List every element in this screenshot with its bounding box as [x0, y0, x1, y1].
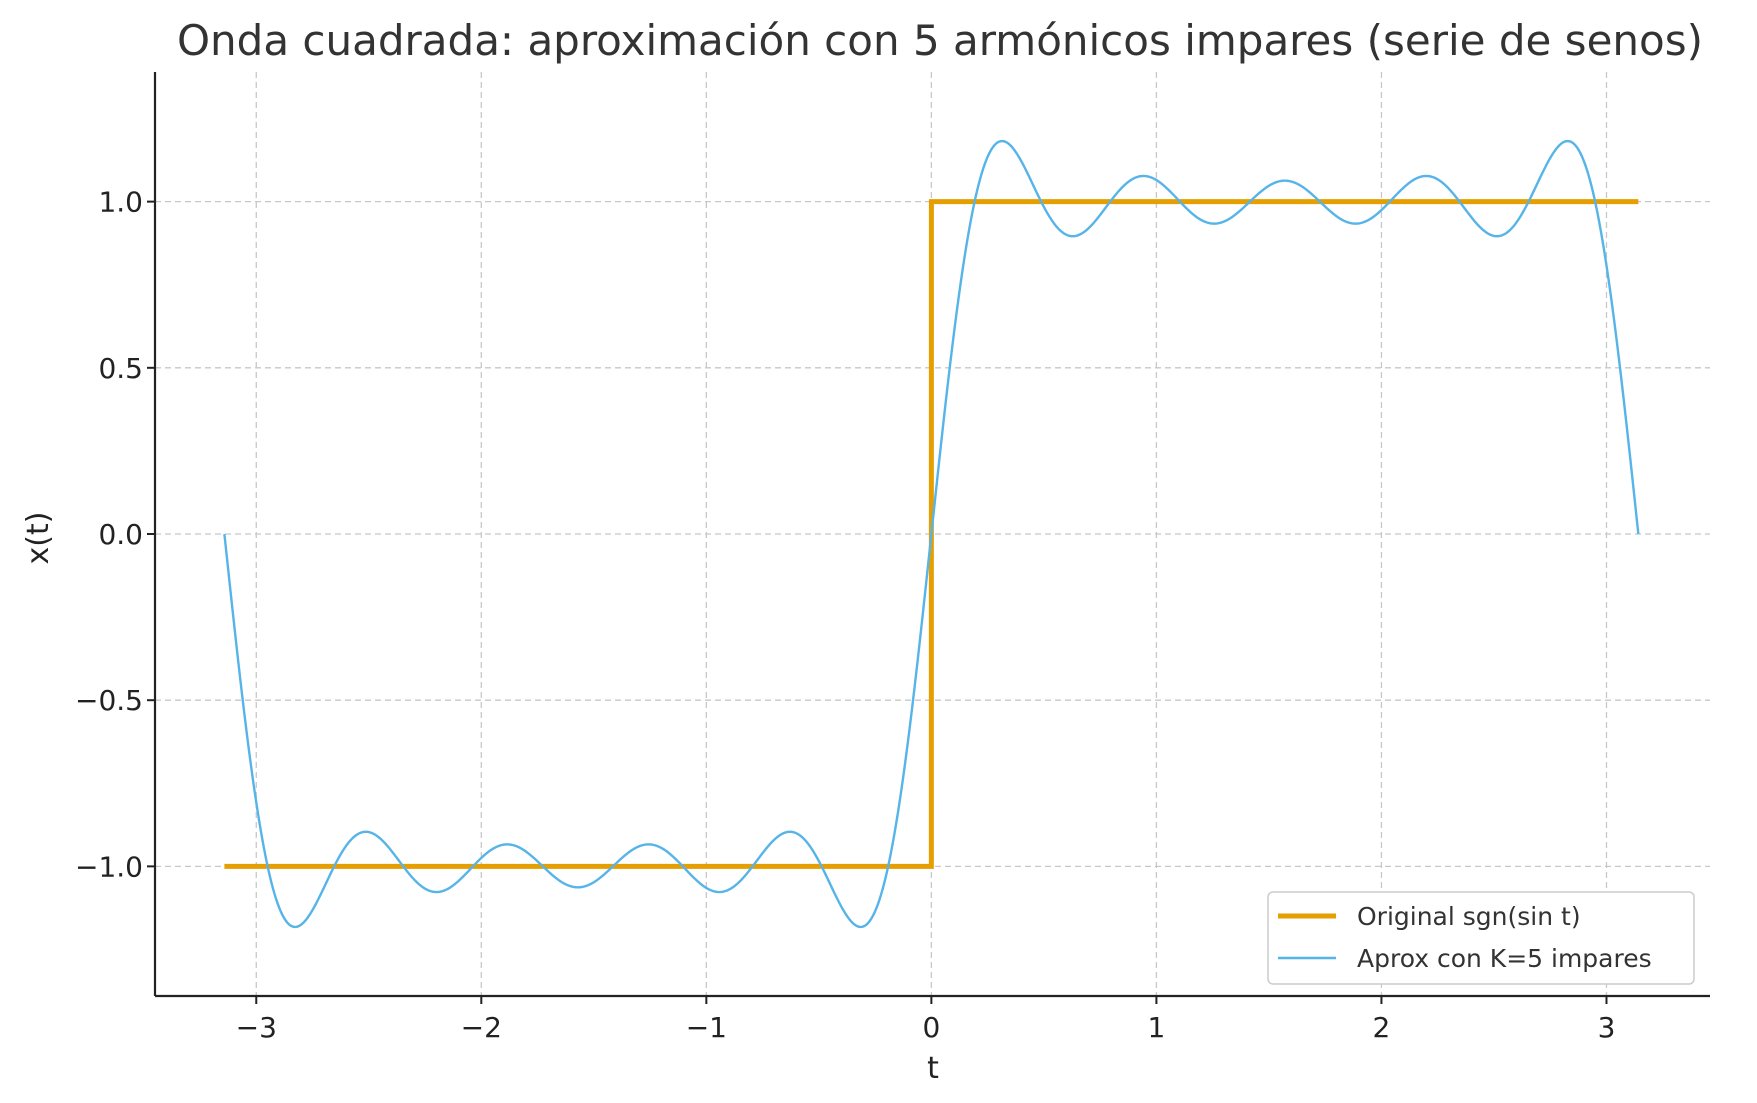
y-tick-label: 0.5	[98, 352, 143, 385]
chart-title: Onda cuadrada: aproximación con 5 armóni…	[177, 16, 1703, 65]
x-axis-label: t	[927, 1051, 939, 1086]
x-tick-label: 1	[1147, 1011, 1165, 1044]
y-axis-label: x(t)	[21, 512, 56, 565]
x-tick-label: −2	[461, 1011, 502, 1044]
y-tick-label: −0.5	[75, 684, 143, 717]
legend-box	[1267, 891, 1695, 985]
x-tick-label: −3	[236, 1011, 277, 1044]
x-tick-label: 3	[1598, 1011, 1616, 1044]
legend: Original sgn(sin t) Aprox con K=5 impare…	[1267, 891, 1695, 985]
y-tick-label: 0.0	[98, 518, 143, 551]
ticks: −3 −2 −1 0 1 2 3 −1.0 −0.5 0.0 0.5 1.0	[75, 186, 1615, 1044]
series-approximation-line	[223, 139, 1640, 929]
legend-label-approximation: Aprox con K=5 impares	[1357, 944, 1652, 973]
y-tick-label: 1.0	[98, 186, 143, 219]
x-tick-label: 0	[922, 1011, 940, 1044]
legend-label-original: Original sgn(sin t)	[1357, 902, 1581, 931]
y-tick-label: −1.0	[75, 850, 143, 883]
x-tick-label: −1	[686, 1011, 727, 1044]
series-layer	[223, 139, 1640, 929]
x-tick-label: 2	[1373, 1011, 1391, 1044]
